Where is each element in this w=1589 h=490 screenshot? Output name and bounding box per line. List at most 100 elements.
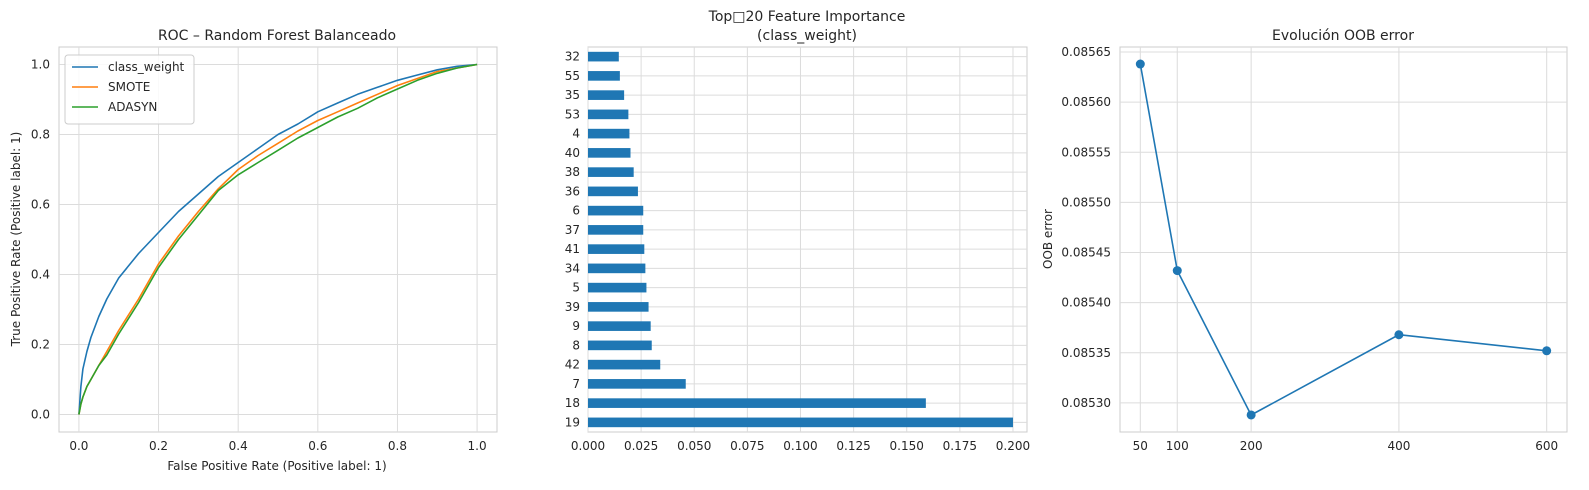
fi-x-tick-label: 0.075	[730, 439, 764, 453]
oob-x-tick-label: 400	[1387, 439, 1410, 453]
roc-legend: class_weight SMOTE ADASYN	[64, 54, 195, 125]
fi-y-tick-label: 40	[565, 146, 580, 160]
fi-x-tick-label: 0.125	[836, 439, 870, 453]
oob-plot-area	[1119, 46, 1568, 433]
oob-x-tick-label: 200	[1240, 439, 1263, 453]
oob-point	[1135, 59, 1145, 69]
oob-y-ticks: 0.08530 0.08535 0.08540 0.08545 0.08550 0.085…	[1061, 45, 1111, 410]
oob-x-tick-label: 100	[1166, 439, 1189, 453]
oob-x-ticks: 50 100 200 400 600	[1133, 439, 1558, 453]
fi-bar	[588, 51, 619, 62]
fi-plot-area	[587, 46, 1028, 433]
fi-y-tick-label: 55	[565, 69, 580, 83]
fi-bar	[588, 205, 644, 216]
oob-title: Evolución OOB error	[1272, 28, 1414, 44]
roc-series-line-class-weight	[78, 63, 478, 415]
fi-bar	[588, 225, 644, 235]
oob-y-tick-label: 0.08535	[1061, 346, 1111, 360]
oob-y-axis-label: OOB error	[1041, 209, 1055, 269]
fi-y-tick-label: 34	[565, 261, 580, 275]
fi-x-tick-label: 0.100	[783, 439, 817, 453]
fi-y-tick-label: 36	[565, 184, 580, 198]
oob-point	[1172, 266, 1182, 276]
roc-y-ticks: 0.0 0.2 0.4 0.6 0.8 1.0	[31, 58, 50, 422]
fi-x-tick-label: 0.000	[571, 439, 605, 453]
fi-title-line-1: Top□20 Feature Importance	[708, 9, 906, 25]
fi-bar	[588, 321, 651, 331]
oob-y-tick-label: 0.08565	[1061, 45, 1111, 59]
fi-y-tick-label: 37	[565, 223, 580, 237]
fi-y-tick-label: 38	[565, 165, 580, 179]
fi-x-tick-label: 0.200	[996, 439, 1030, 453]
roc-lines	[78, 63, 478, 415]
fi-title-line-2: (class_weight)	[757, 28, 857, 44]
oob-y-tick-label: 0.08550	[1061, 195, 1111, 209]
fi-bar	[588, 302, 649, 312]
roc-legend-label: ADASYN	[108, 100, 157, 114]
fi-x-tick-label: 0.025	[624, 439, 658, 453]
oob-y-tick-label: 0.08555	[1061, 145, 1111, 159]
roc-y-tick-label: 0.0	[31, 408, 50, 422]
oob-x-tick-label: 50	[1133, 439, 1148, 453]
roc-x-tick-label: 1.0	[468, 439, 487, 453]
fi-y-tick-label: 53	[565, 107, 580, 121]
oob-y-tick-label: 0.08560	[1061, 95, 1111, 109]
fi-bar	[588, 167, 634, 177]
fi-bar	[588, 379, 686, 389]
fi-y-tick-label: 8	[572, 338, 580, 352]
roc-y-tick-label: 0.8	[31, 128, 50, 142]
fi-y-tick-label: 18	[565, 396, 580, 410]
fi-y-tick-label: 35	[565, 88, 580, 102]
roc-title: ROC – Random Forest Balanceado	[158, 28, 396, 44]
roc-x-tick-label: 0.2	[149, 439, 168, 453]
fi-bar	[588, 398, 926, 408]
fi-y-tick-label: 9	[572, 319, 580, 333]
feature-importance-panel: 32 55 35 53 4 40 38 36 6 37 41 34 5 39 9 8 42 7 18 19 0.000…	[565, 9, 1030, 453]
roc-y-tick-label: 0.6	[31, 198, 50, 212]
fi-bar	[588, 417, 1013, 428]
oob-y-tick-label: 0.08540	[1061, 296, 1111, 310]
roc-legend-label: SMOTE	[108, 80, 150, 94]
fi-bar	[588, 359, 661, 370]
fi-bar	[588, 71, 620, 81]
oob-panel: 50 100 200 400 600 0.085300.085350.085400.08…	[1041, 28, 1568, 453]
fi-y-tick-label: 5	[572, 281, 580, 295]
oob-y-tick-label: 0.08530	[1061, 396, 1111, 410]
roc-series-line-adasyn	[78, 63, 478, 415]
roc-y-tick-label: 0.4	[31, 268, 50, 282]
roc-x-tick-label: 0.8	[388, 439, 407, 453]
fi-y-ticks: 32 55 35 53 4 40 38 36 6 37 41 34 5 39 9 8 42 7 18 19	[565, 50, 580, 430]
roc-x-tick-label: 0.0	[69, 439, 88, 453]
roc-x-tick-label: 0.6	[308, 439, 327, 453]
fi-y-tick-label: 32	[565, 50, 580, 64]
fi-y-tick-label: 39	[565, 300, 580, 314]
fi-bar	[588, 90, 625, 100]
oob-point	[1542, 346, 1552, 356]
fi-bar	[588, 109, 629, 120]
roc-panel: 0.0 0.2 0.4 0.6 0.8 1.0 0.0 0.2 0.4 0.6 0.8 1.0 RO…	[9, 28, 498, 473]
fi-x-ticks: 0.000 0.025 0.050 0.075 0.100 0.125 0.150 0.175…	[571, 439, 1030, 453]
fi-grid	[587, 47, 1027, 432]
fi-bar	[588, 244, 645, 254]
fi-x-tick-label: 0.050	[677, 439, 711, 453]
roc-y-tick-label: 0.2	[31, 338, 50, 352]
fi-y-tick-label: 41	[565, 242, 580, 256]
fi-y-tick-label: 7	[572, 377, 580, 391]
oob-line	[1135, 59, 1552, 420]
fi-y-tick-label: 42	[565, 358, 580, 372]
roc-y-tick-label: 1.0	[31, 58, 50, 72]
fi-bars	[588, 51, 1013, 428]
fi-x-tick-label: 0.150	[890, 439, 924, 453]
fi-y-tick-label: 6	[572, 204, 580, 218]
roc-x-ticks: 0.0 0.2 0.4 0.6 0.8 1.0	[69, 439, 486, 453]
roc-legend-label: class_weight	[108, 60, 185, 74]
fi-bar	[588, 186, 638, 197]
roc-x-axis-label: False Positive Rate (Positive label: 1)	[167, 459, 386, 473]
fi-x-tick-label: 0.175	[943, 439, 977, 453]
fi-bar	[588, 282, 647, 293]
oob-point	[1394, 330, 1404, 340]
fi-y-tick-label: 4	[572, 127, 580, 141]
fi-bar	[588, 340, 652, 351]
oob-point	[1246, 410, 1256, 420]
